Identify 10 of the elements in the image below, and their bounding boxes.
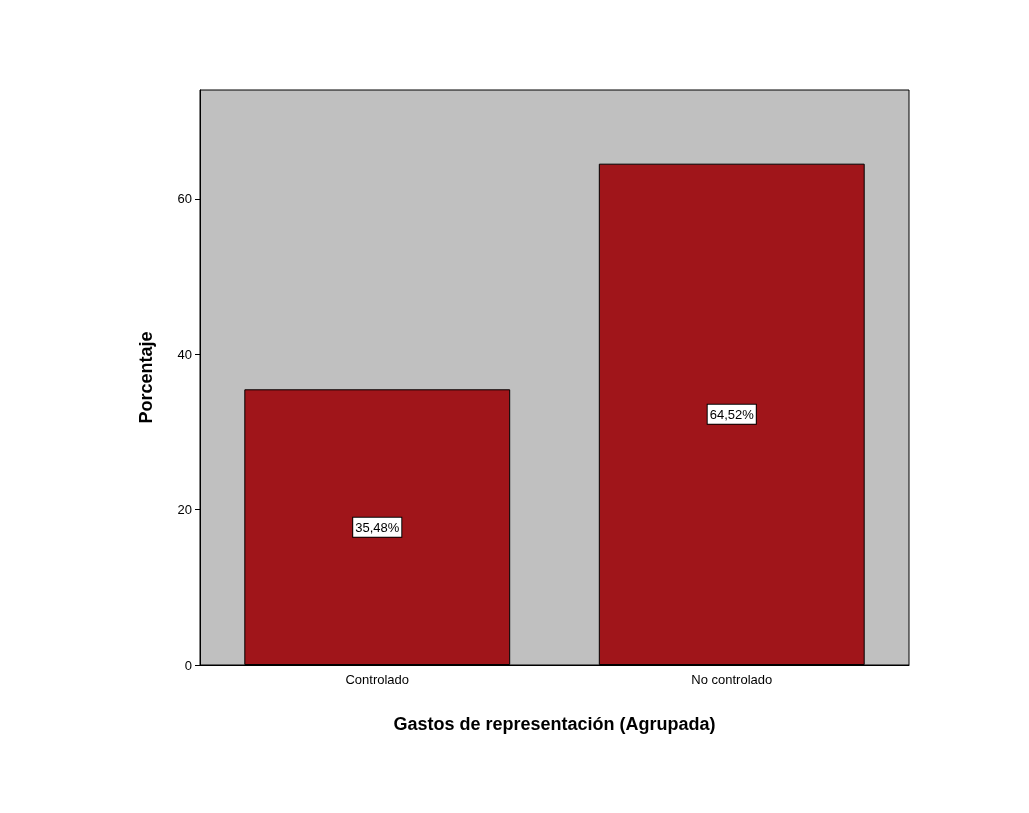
data-label: 35,48%: [355, 519, 400, 535]
y-tick-label: 20: [177, 502, 192, 518]
y-tick-label: 60: [177, 191, 192, 207]
data-label: 64,52%: [709, 406, 755, 422]
y-tick-label: 0: [184, 657, 192, 673]
y-tick-label: 40: [177, 346, 192, 362]
x-tick-label: No controlado: [691, 672, 773, 687]
x-tick-label: Controlado: [345, 672, 410, 687]
y-axis-title: Porcentaje: [136, 331, 156, 424]
x-axis-title: Gastos de representación (Agrupada): [393, 714, 716, 734]
